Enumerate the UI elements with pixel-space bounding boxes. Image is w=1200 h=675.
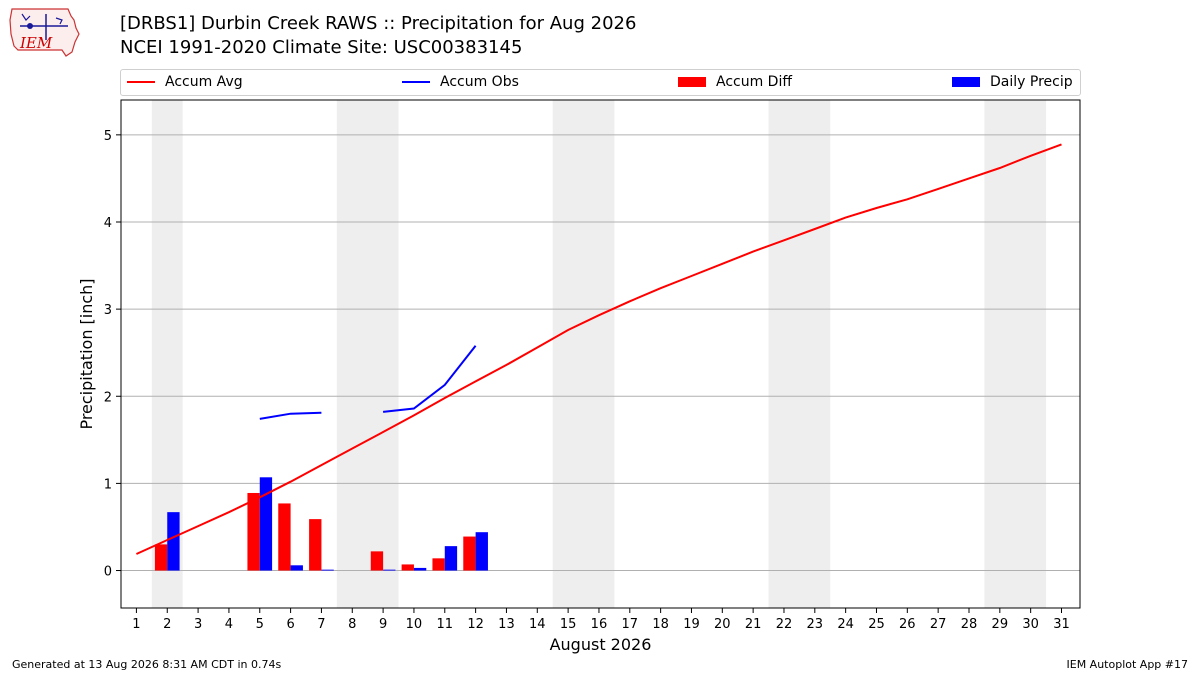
legend-item-accum-avg: Accum Avg — [127, 74, 243, 90]
x-tick-label: 8 — [348, 617, 356, 632]
legend-swatch — [402, 81, 430, 83]
x-tick-label: 27 — [930, 617, 947, 632]
weekend-band — [984, 100, 1047, 608]
footer-generated: Generated at 13 Aug 2026 8:31 AM CDT in … — [12, 658, 282, 671]
daily-precip-bar — [290, 565, 303, 571]
daily-precip-bar — [167, 512, 180, 571]
x-tick-label: 23 — [807, 617, 824, 632]
x-tick-label: 14 — [529, 617, 546, 632]
legend-label: Accum Diff — [716, 74, 793, 90]
x-tick-label: 18 — [652, 617, 669, 632]
weekend-band — [336, 100, 399, 608]
x-tick-label: 17 — [622, 617, 639, 632]
x-tick-label: 15 — [560, 617, 577, 632]
y-tick-label: 1 — [104, 477, 112, 492]
x-tick-label: 22 — [776, 617, 793, 632]
y-tick-label: 5 — [104, 129, 112, 144]
daily-precip-bar — [383, 569, 396, 571]
weekend-band — [552, 100, 615, 608]
legend-label: Daily Precip — [990, 74, 1073, 90]
legend-label: Accum Avg — [165, 74, 243, 90]
x-tick-label: 31 — [1053, 617, 1070, 632]
legend: Accum Avg Accum Obs Accum Diff Daily Pre… — [120, 69, 1081, 96]
logo-text: IEM — [19, 34, 53, 52]
x-tick-label: 2 — [163, 617, 171, 632]
accum-diff-bar — [154, 544, 168, 571]
iem-logo: IEM — [9, 8, 80, 57]
x-axis-label: August 2026 — [550, 635, 652, 654]
daily-precip-bar — [413, 567, 427, 571]
accum-diff-bar — [432, 558, 445, 571]
x-tick-label: 3 — [194, 617, 202, 632]
x-tick-label: 29 — [992, 617, 1009, 632]
y-tick-label: 4 — [104, 216, 112, 231]
accum-diff-bar — [463, 536, 476, 571]
x-tick-label: 7 — [317, 617, 325, 632]
accum-obs-line — [259, 345, 477, 420]
x-tick-label: 30 — [1022, 617, 1039, 632]
x-tick-label: 12 — [467, 617, 484, 632]
x-tick-label: 21 — [745, 617, 762, 632]
chart-subtitle: NCEI 1991-2020 Climate Site: USC00383145 — [120, 37, 523, 58]
x-tick-label: 16 — [591, 617, 608, 632]
x-tick-label: 13 — [498, 617, 515, 632]
footer-app: IEM Autoplot App #17 — [1066, 658, 1189, 671]
x-tick-label: 11 — [437, 617, 454, 632]
accum-avg-line — [135, 143, 1062, 555]
x-tick-label: 5 — [256, 617, 264, 632]
legend-swatch — [678, 77, 706, 87]
legend-item-daily-precip: Daily Precip — [952, 74, 1073, 90]
y-tick-label: 3 — [104, 303, 112, 318]
accum-diff-bar — [309, 519, 322, 571]
x-tick-label: 26 — [899, 617, 916, 632]
daily-precip-bar — [259, 477, 273, 571]
accum-diff-bar — [278, 503, 291, 571]
accum-diff-bar — [401, 564, 414, 571]
x-tick-label: 19 — [683, 617, 700, 632]
x-tick-label: 9 — [379, 617, 387, 632]
x-tick-label: 1 — [132, 617, 140, 632]
x-tick-label: 4 — [225, 617, 233, 632]
x-tick-label: 20 — [714, 617, 731, 632]
y-tick-label: 0 — [104, 565, 112, 580]
y-axis-label: Precipitation [inch] — [77, 278, 96, 429]
plot-frame — [120, 99, 1081, 609]
x-tick-label: 10 — [406, 617, 423, 632]
daily-precip-bar — [321, 569, 334, 571]
accum-diff-bar — [247, 492, 260, 571]
daily-precip-bar — [475, 532, 488, 571]
legend-swatch — [127, 81, 155, 83]
x-tick-label: 28 — [961, 617, 978, 632]
x-tick-label: 6 — [286, 617, 294, 632]
accum-diff-bar — [370, 551, 384, 571]
legend-swatch — [952, 77, 980, 87]
daily-precip-bar — [444, 546, 458, 571]
x-tick-label: 25 — [868, 617, 885, 632]
legend-item-accum-obs: Accum Obs — [402, 74, 519, 90]
x-tick-label: 24 — [837, 617, 854, 632]
weekend-band — [768, 100, 831, 608]
legend-label: Accum Obs — [440, 74, 519, 90]
legend-item-accum-diff: Accum Diff — [678, 74, 792, 90]
chart-title: [DRBS1] Durbin Creek RAWS :: Precipitati… — [120, 13, 637, 34]
y-tick-label: 2 — [104, 390, 112, 405]
